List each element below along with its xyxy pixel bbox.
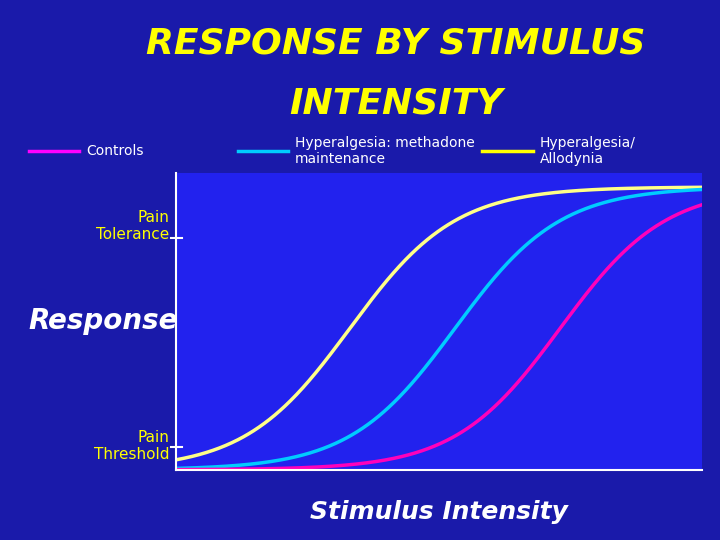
Text: Stimulus Intensity: Stimulus Intensity [310,500,568,524]
Text: Pain
Threshold: Pain Threshold [94,430,169,462]
Text: Hyperalgesia: methadone
maintenance: Hyperalgesia: methadone maintenance [295,136,475,166]
Text: Hyperalgesia/
Allodynia: Hyperalgesia/ Allodynia [540,136,636,166]
Text: Pain
Tolerance: Pain Tolerance [96,210,169,242]
Text: Response: Response [29,307,179,335]
Text: RESPONSE BY STIMULUS: RESPONSE BY STIMULUS [146,27,646,61]
Text: INTENSITY: INTENSITY [289,86,503,120]
Text: Controls: Controls [86,144,144,158]
